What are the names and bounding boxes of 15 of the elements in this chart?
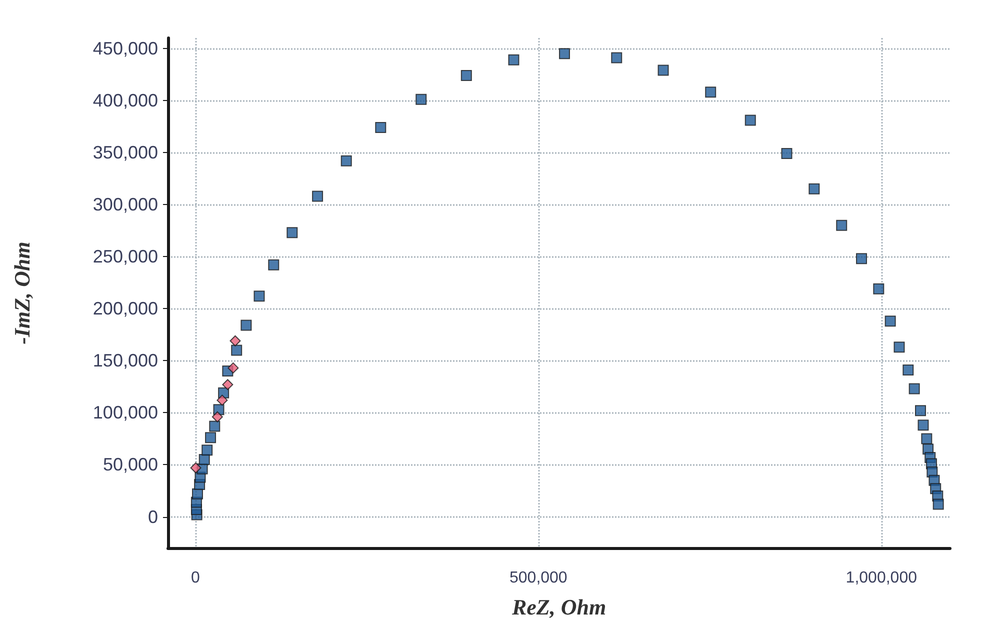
y-tick-label: 350,000 [92,142,158,162]
y-tick-label: 450,000 [92,38,158,58]
y-axis-title: -ImZ, Ohm [10,242,34,344]
y-tick-label: 400,000 [92,90,158,110]
x-tick-label: 0 [190,570,200,586]
x-axis-title: ReZ, Ohm [510,594,606,620]
y-tick-label: 200,000 [92,298,158,319]
y-tick-label: 150,000 [92,350,158,371]
x-tick-label: 500,000 [510,570,568,586]
x-tick-label: 1,000,000 [846,570,918,586]
y-tick-label: 250,000 [92,246,158,267]
y-tick-label: 300,000 [92,194,158,215]
y-tick-label: 0 [148,506,158,527]
y-tick-label: 100,000 [92,402,158,423]
y-tick-label: 50,000 [102,454,158,475]
